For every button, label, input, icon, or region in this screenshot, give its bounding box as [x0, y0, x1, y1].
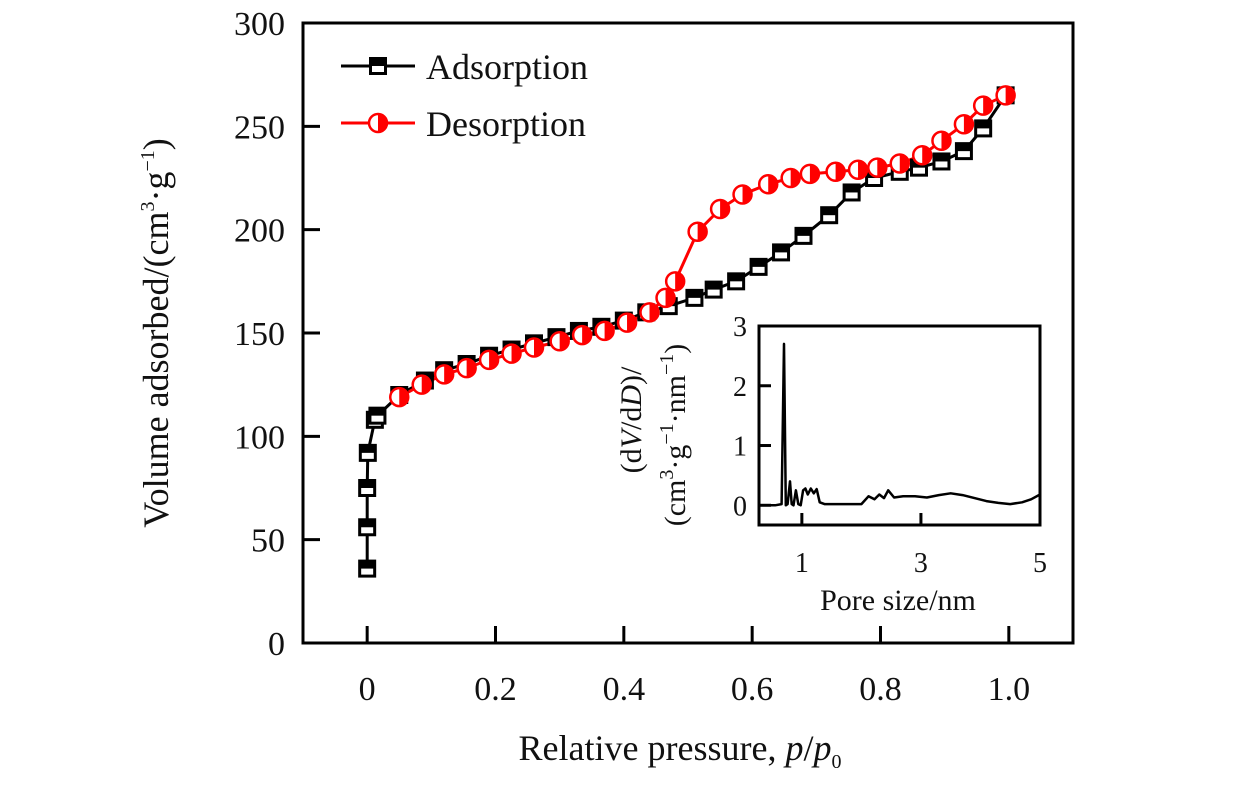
data-point-adsorption	[932, 152, 951, 171]
data-point-adsorption	[368, 406, 387, 425]
x-tick-label: 0.6	[731, 671, 774, 708]
inset-y-tick-label: 0	[733, 491, 747, 522]
data-point-adsorption	[704, 280, 723, 299]
legend-item-adsorption: Adsorption	[341, 47, 588, 87]
legend-label-desorption: Desorption	[426, 104, 586, 144]
inset-y-axis-title-line1: (dV/dD)/	[615, 366, 648, 473]
data-point-desorption	[757, 173, 779, 195]
data-point-desorption	[953, 114, 975, 135]
data-point-desorption	[571, 324, 593, 346]
data-point-desorption	[911, 145, 933, 166]
data-point-desorption	[616, 312, 638, 333]
y-tick-label: 300	[234, 6, 285, 43]
data-point-desorption	[709, 198, 731, 220]
data-point-desorption	[655, 287, 676, 309]
y-tick-label: 200	[234, 213, 285, 250]
data-point-desorption	[664, 271, 686, 292]
inset-x-axis-ticks: 1 3 5	[795, 513, 1047, 579]
series-markers	[358, 85, 1016, 578]
inset-plot: 1 3 5 0 1 2 3 Pore size/nm (dV/dD)/ (cm3·g−1·…	[615, 312, 1047, 617]
y-axis-ticks: 0 50 100 150 200 250 300	[234, 6, 320, 663]
data-point-desorption	[411, 374, 432, 395]
x-tick-label: 0.2	[474, 671, 517, 708]
legend-item-desorption: Desorption	[341, 104, 586, 144]
data-point-desorption	[995, 85, 1016, 106]
data-point-adsorption	[727, 272, 746, 291]
data-point-desorption	[867, 157, 888, 178]
data-point-desorption	[732, 184, 753, 205]
legend-marker-desorption	[367, 112, 389, 134]
inset-y-axis-ticks: 0 1 2 3	[733, 312, 771, 522]
y-tick-label: 50	[251, 523, 285, 560]
data-point-desorption	[931, 130, 952, 152]
y-tick-label: 100	[234, 419, 285, 456]
y-axis-title: Volume adsorbed/(cm3·g−1)	[136, 138, 176, 528]
data-point-desorption	[594, 320, 615, 342]
data-point-desorption	[687, 221, 708, 242]
inset-x-tick-label: 3	[914, 548, 928, 579]
data-point-adsorption	[358, 443, 377, 462]
data-point-adsorption	[685, 288, 704, 307]
data-point-adsorption	[358, 559, 377, 578]
x-tick-label: 0.8	[859, 671, 902, 708]
data-point-adsorption	[842, 183, 861, 202]
data-point-desorption	[825, 161, 846, 183]
data-point-desorption	[639, 302, 660, 323]
data-point-adsorption	[954, 142, 973, 161]
inset-y-tick-label: 1	[733, 432, 747, 463]
data-point-adsorption	[358, 518, 377, 537]
data-point-adsorption	[974, 119, 993, 138]
inset-frame	[757, 324, 1042, 527]
data-point-desorption	[972, 95, 994, 116]
x-tick-label: 0.4	[603, 671, 646, 708]
legend-square-marker	[369, 57, 387, 75]
y-tick-label: 150	[234, 316, 285, 353]
x-tick-label: 0	[359, 671, 376, 708]
inset-series-line	[759, 342, 1041, 507]
legend-marker-adsorption	[369, 57, 387, 75]
data-point-desorption	[523, 337, 545, 358]
data-point-desorption	[478, 349, 500, 371]
legend: Adsorption Desorption	[341, 47, 588, 144]
data-point-desorption	[501, 343, 522, 364]
inset-y-axis-title-line2: (cm3·g−1·nm−1)	[656, 344, 692, 527]
data-point-desorption	[549, 331, 570, 352]
data-point-adsorption	[358, 479, 377, 497]
legend-label-adsorption: Adsorption	[426, 47, 588, 87]
inset-y-tick-label: 3	[733, 312, 747, 343]
x-axis-title: Relative pressure, p/p0	[519, 728, 842, 773]
inset-x-tick-label: 5	[1033, 548, 1047, 579]
inset-x-axis-title: Pore size/nm	[820, 584, 976, 617]
data-point-desorption	[456, 357, 477, 379]
data-point-adsorption	[820, 206, 839, 225]
inset-x-tick-label: 1	[795, 548, 809, 579]
data-point-desorption	[847, 159, 869, 180]
data-point-adsorption	[772, 243, 791, 262]
inset-y-tick-label: 2	[733, 372, 747, 403]
x-tick-label: 1.0	[988, 671, 1031, 708]
inset-series-polyline	[759, 342, 1041, 507]
legend-circle-marker	[367, 112, 389, 134]
data-point-desorption	[780, 167, 801, 189]
x-axis-ticks: 0 0.2 0.4 0.6 0.8 1.0	[359, 626, 1030, 708]
y-tick-label: 0	[268, 626, 285, 663]
data-point-desorption	[889, 153, 910, 174]
data-point-adsorption	[794, 226, 813, 245]
y-tick-label: 250	[234, 109, 285, 146]
data-point-desorption	[799, 163, 821, 185]
data-point-desorption	[433, 364, 455, 385]
data-point-desorption	[389, 386, 410, 408]
data-point-adsorption	[749, 257, 768, 276]
